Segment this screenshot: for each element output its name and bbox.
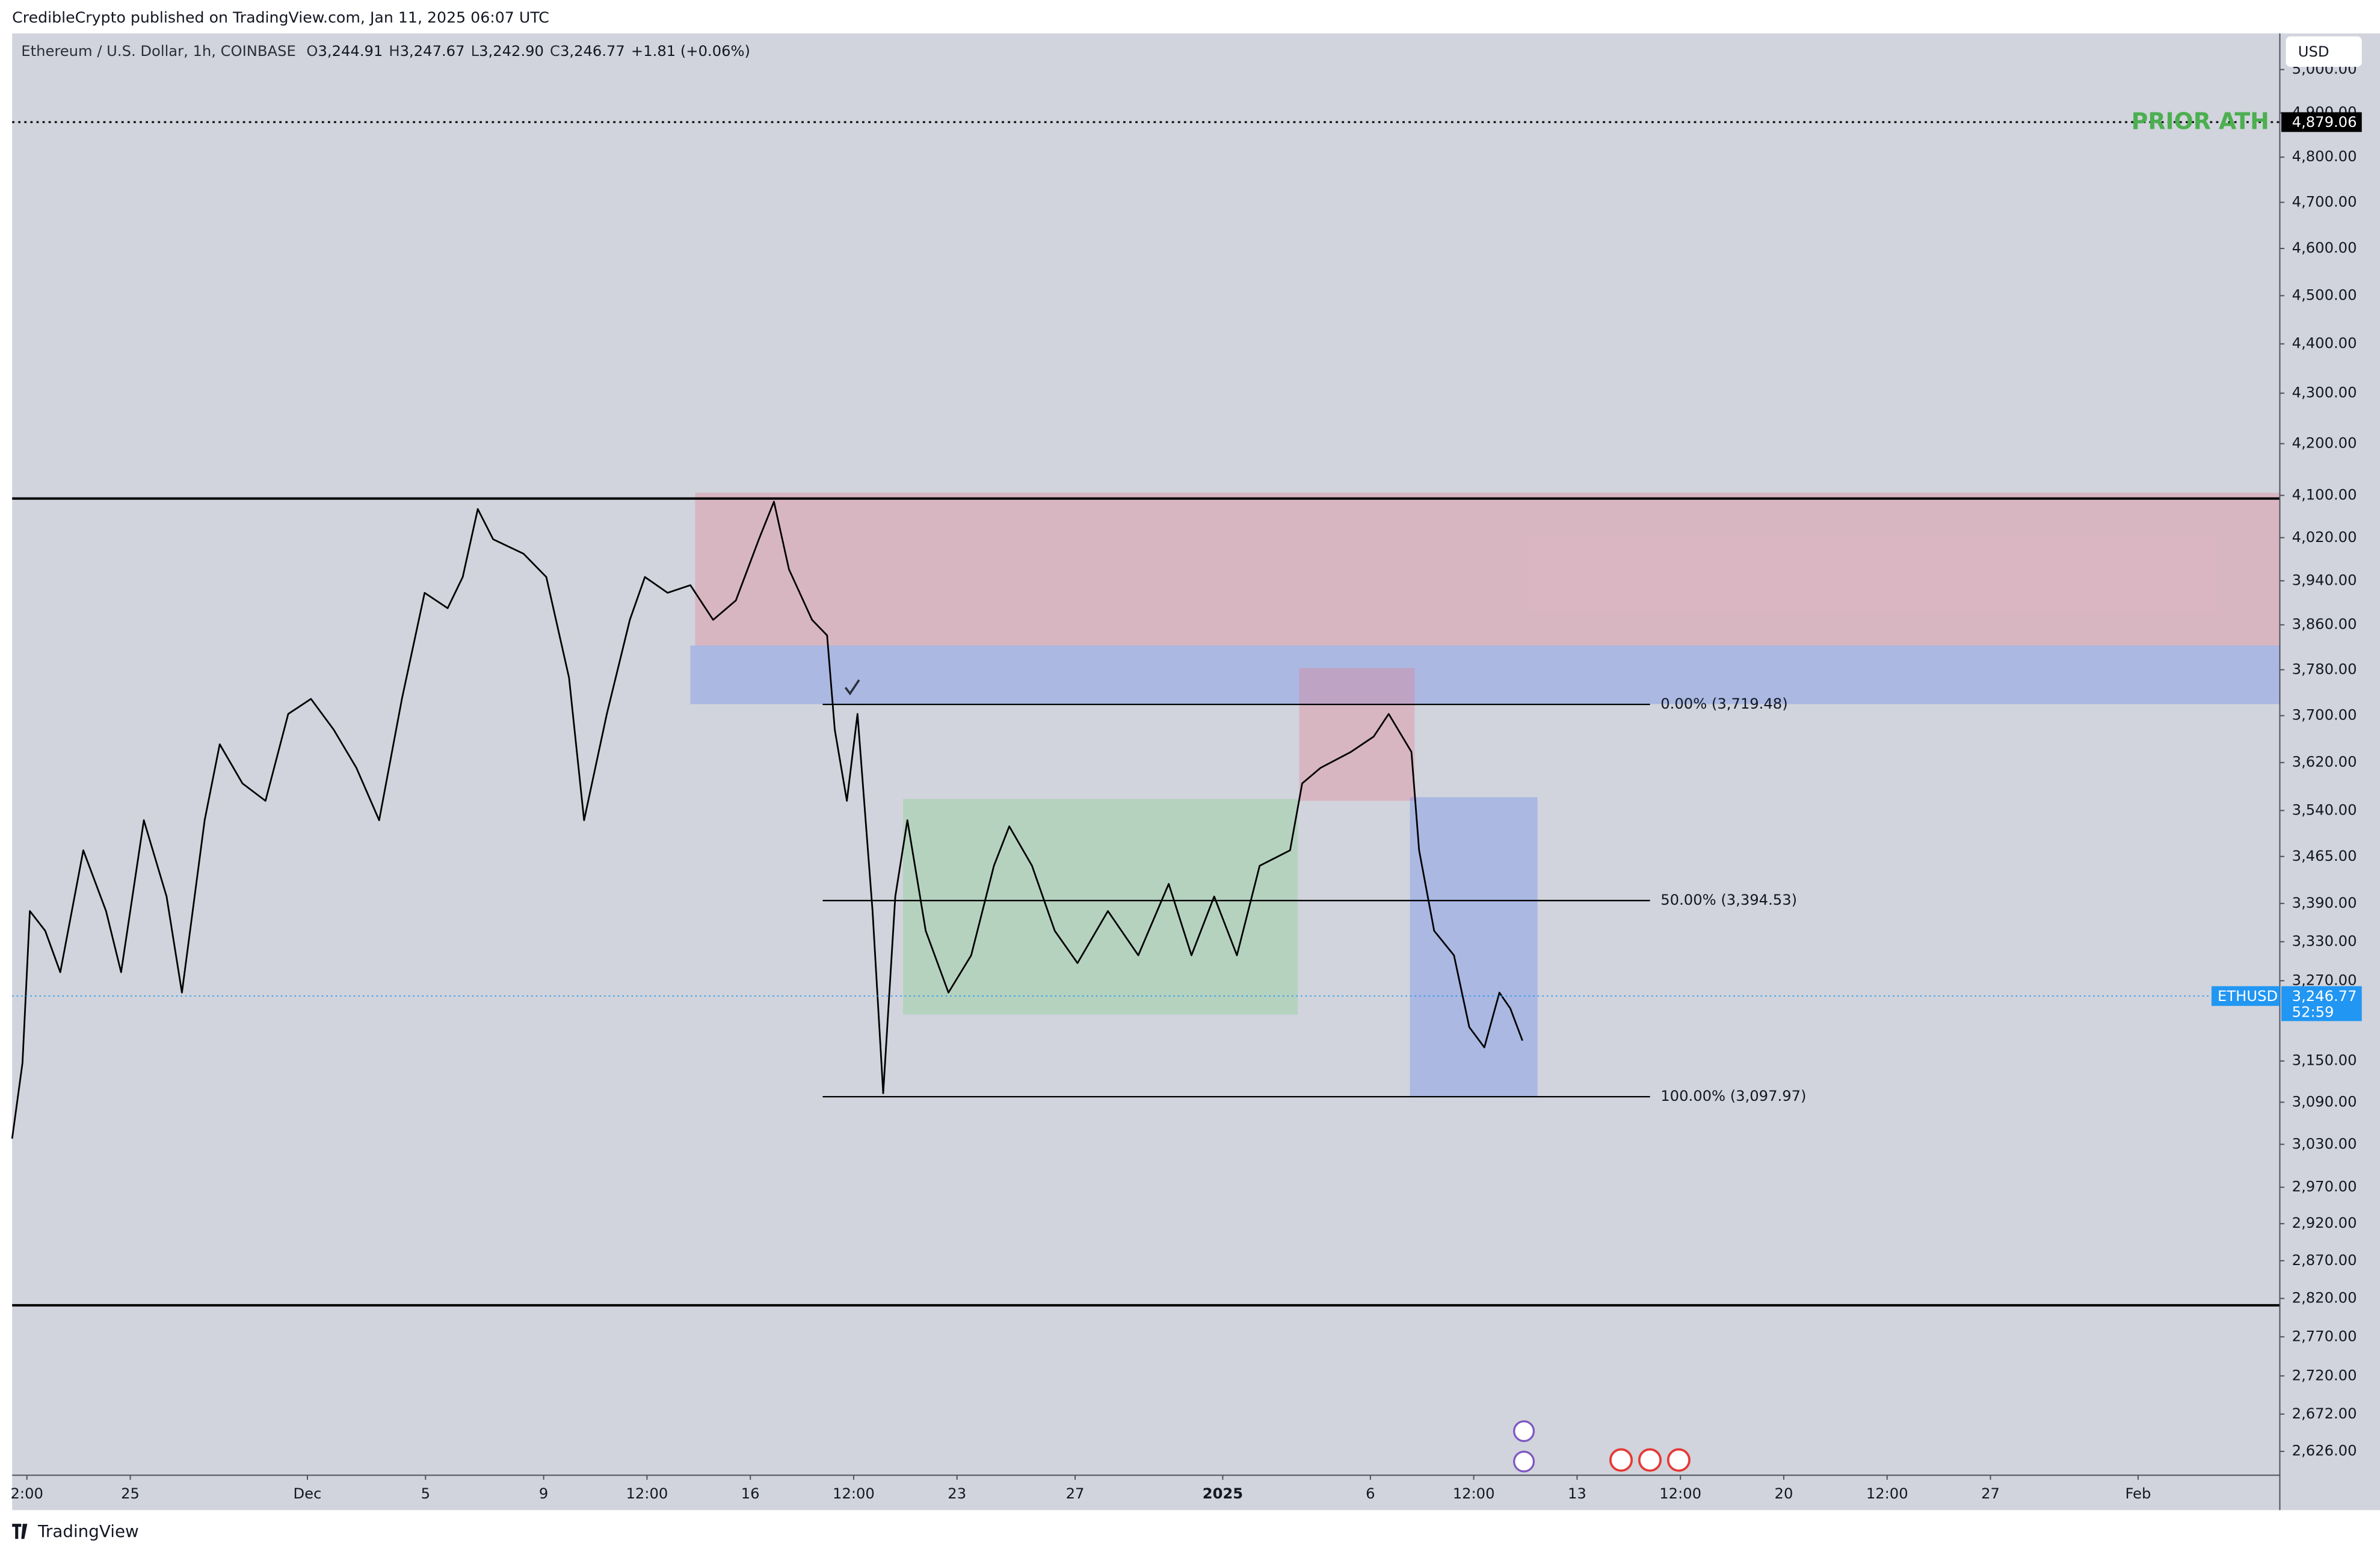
change-value: +1.81 (+0.06%) — [631, 43, 750, 60]
x-tick-label: 13 — [1568, 1485, 1586, 1502]
currency-label: USD — [2298, 43, 2329, 60]
last-price-label: 3,246.77 — [2292, 988, 2357, 1005]
event-icon[interactable] — [1513, 1450, 1535, 1473]
y-tick-label: 3,090.00 — [2292, 1093, 2357, 1110]
brand-logo — [12, 1524, 28, 1539]
ohlc-value: 3,246.77 — [560, 43, 625, 60]
zone — [1299, 668, 1415, 801]
y-tick-label: 3,540.00 — [2292, 801, 2357, 818]
symbol-legend: Ethereum / U.S. Dollar, 1h, COINBASE O3,2… — [21, 43, 750, 60]
ohlc-key: O — [306, 43, 318, 60]
y-tick-label: 4,500.00 — [2292, 286, 2357, 303]
ohlc-value: 3,244.91 — [318, 43, 383, 60]
y-tick-label: 2,626.00 — [2292, 1443, 2357, 1459]
fib-label: 100.00% (3,097.97) — [1660, 1088, 1806, 1104]
last-price-box — [2281, 986, 2362, 1021]
zone — [695, 493, 2280, 646]
y-tick-label: 2,820.00 — [2292, 1289, 2357, 1306]
y-tick-label: 4,100.00 — [2292, 487, 2357, 503]
symbol-tag-label: ETHUSD — [2218, 988, 2278, 1005]
y-tick-label: 3,270.00 — [2292, 972, 2357, 988]
ohlc-key: H — [389, 43, 399, 60]
brand-name: TradingView — [37, 1521, 139, 1541]
ath-price-box — [2281, 112, 2362, 132]
plot-background — [12, 33, 2280, 1476]
y-tick-label: 2,870.00 — [2292, 1252, 2357, 1269]
fib-label: 50.00% (3,394.53) — [1660, 891, 1797, 908]
y-tick-label: 4,800.00 — [2292, 148, 2357, 165]
x-tick-label: 16 — [741, 1485, 760, 1502]
y-tick-label: 3,860.00 — [2292, 616, 2357, 633]
x-tick-label: 25 — [121, 1485, 140, 1502]
publisher-note: CredibleCrypto published on TradingView.… — [12, 8, 549, 26]
x-tick-label: 2025 — [1203, 1485, 1243, 1502]
y-tick-label: 4,400.00 — [2292, 335, 2357, 352]
x-tick-label: 5 — [421, 1485, 430, 1502]
ohlc-key: C — [550, 43, 560, 60]
zone — [1410, 797, 1538, 1097]
x-tick-label: 12:00 — [1453, 1485, 1495, 1502]
x-tick-label: 12:00 — [1659, 1485, 1701, 1502]
event-icon[interactable] — [1609, 1448, 1633, 1472]
x-tick-label: 20 — [1775, 1485, 1793, 1502]
y-tick-label: 2,770.00 — [2292, 1328, 2357, 1344]
x-tick-label: 12:00 — [1866, 1485, 1908, 1502]
y-tick-label: 3,030.00 — [2292, 1135, 2357, 1152]
x-tick-label: 6 — [1366, 1485, 1375, 1502]
y-tick-label: 2,672.00 — [2292, 1405, 2357, 1422]
zone — [690, 645, 2280, 704]
y-tick-label: 4,600.00 — [2292, 239, 2357, 256]
price-line — [11, 500, 1523, 1139]
x-tick-label: 9 — [539, 1485, 548, 1502]
y-tick-label: 3,940.00 — [2292, 572, 2357, 589]
ohlc-key: L — [471, 43, 479, 60]
x-tick-label: 2:00 — [11, 1485, 43, 1502]
x-tick-label: 27 — [1066, 1485, 1085, 1502]
y-tick-label: 3,390.00 — [2292, 895, 2357, 911]
y-tick-label: 2,920.00 — [2292, 1215, 2357, 1231]
y-tick-label: 3,150.00 — [2292, 1052, 2357, 1069]
ath-price-label: 4,879.06 — [2292, 114, 2357, 131]
price-axis-background — [2280, 33, 2380, 1510]
y-tick-label: 4,200.00 — [2292, 435, 2357, 452]
x-tick-label: 12:00 — [626, 1485, 668, 1502]
ohlc-value: 3,242.90 — [479, 43, 544, 60]
drawings: 0.00% (3,719.48) 50.00% (3,394.53) 100.00%… — [12, 108, 2280, 1307]
y-tick-label: 3,620.00 — [2292, 754, 2357, 771]
ohlc-value: 3,247.67 — [400, 43, 465, 60]
symbol-title: Ethereum / U.S. Dollar, 1h, COINBASE — [21, 43, 295, 60]
fib-label: 0.00% (3,719.48) — [1660, 695, 1787, 712]
y-tick-label: 2,720.00 — [2292, 1367, 2357, 1384]
countdown-label: 52:59 — [2292, 1004, 2334, 1021]
check-icon — [844, 679, 860, 696]
price-layer — [11, 500, 2280, 1139]
event-icon[interactable] — [1638, 1448, 1662, 1472]
y-tick-label: 3,700.00 — [2292, 707, 2357, 724]
x-tick-label: 23 — [948, 1485, 966, 1502]
x-tick-label: Feb — [2125, 1485, 2151, 1502]
axes: 5,000.004,900.004,800.004,700.004,600.00… — [11, 33, 2362, 1510]
x-tick-label: 27 — [1981, 1485, 2000, 1502]
y-tick-label: 2,970.00 — [2292, 1178, 2357, 1195]
y-tick-label: 3,330.00 — [2292, 933, 2357, 950]
event-icon[interactable] — [1513, 1420, 1535, 1443]
zones — [690, 493, 2280, 1097]
y-tick-label: 4,300.00 — [2292, 384, 2357, 401]
time-axis-background — [12, 1475, 2280, 1510]
x-tick-label: 12:00 — [833, 1485, 875, 1502]
ath-text: PRIOR ATH — [2132, 108, 2269, 135]
y-tick-label: 4,700.00 — [2292, 193, 2357, 210]
currency-button[interactable] — [2286, 36, 2362, 67]
symbol-tag — [2211, 986, 2280, 1006]
event-icon[interactable] — [1666, 1448, 1691, 1472]
y-tick-label: 4,020.00 — [2292, 529, 2357, 546]
x-tick-label: Dec — [294, 1485, 322, 1502]
y-tick-label: 3,780.00 — [2292, 661, 2357, 677]
y-tick-label: 3,465.00 — [2292, 848, 2357, 864]
zone — [902, 799, 1298, 1015]
